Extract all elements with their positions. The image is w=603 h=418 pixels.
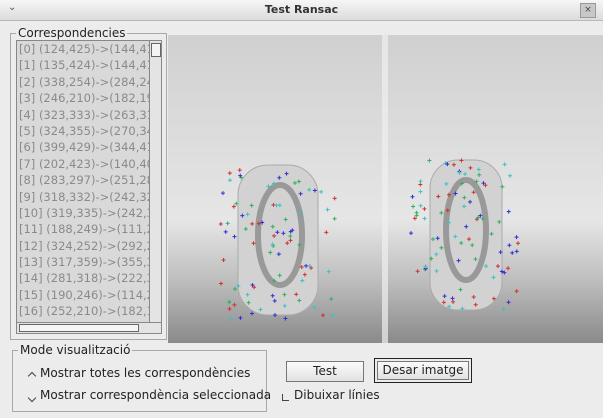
list-item[interactable]: [4] (323,333)->(263,31 xyxy=(17,107,149,123)
list-item[interactable]: [2] (338,254)->(284,24 xyxy=(17,74,149,90)
list-item[interactable]: [5] (324,355)->(270,34 xyxy=(17,123,149,139)
list-item[interactable]: [10] (319,335)->(242,3 xyxy=(17,205,149,221)
scroll-thumb[interactable] xyxy=(151,43,161,57)
group-label: Correspondencies xyxy=(16,26,127,40)
group-label: Mode visualització xyxy=(18,343,132,357)
list-item[interactable]: [8] (283,297)->(251,28 xyxy=(17,172,149,188)
list-item[interactable]: [7] (202,423)->(140,40 xyxy=(17,156,149,172)
list-item[interactable]: [15] (190,246)->(114,2 xyxy=(17,287,149,303)
horizontal-scrollbar[interactable] xyxy=(16,322,162,334)
image-view xyxy=(168,35,603,343)
save-button[interactable]: Desar imatge xyxy=(377,361,469,380)
mode-group xyxy=(12,350,267,412)
list-item[interactable]: [0] (124,425)->(144,41 xyxy=(17,41,149,57)
list-item[interactable]: [11] (188,249)->(111,2 xyxy=(17,221,149,237)
list-item[interactable]: [6] (399,429)->(344,41 xyxy=(17,139,149,155)
vertical-scrollbar[interactable] xyxy=(149,40,162,323)
checkbox[interactable] xyxy=(282,394,289,401)
scroll-thumb[interactable] xyxy=(19,324,139,332)
list-item[interactable]: [12] (324,252)->(292,2 xyxy=(17,238,149,254)
list-item[interactable]: [9] (318,332)->(242,32 xyxy=(17,189,149,205)
correspondence-list[interactable]: [0] (124,425)->(144,41[1] (135,424)->(14… xyxy=(16,40,150,323)
radio-label[interactable]: Mostrar totes les correspondències xyxy=(40,366,250,380)
list-item[interactable]: [13] (317,359)->(355,3 xyxy=(17,254,149,270)
checkbox-label[interactable]: Dibuixar línies xyxy=(294,388,380,402)
radio-label[interactable]: Mostrar correspondència seleccionada xyxy=(40,388,271,402)
test-button[interactable]: Test xyxy=(286,361,364,382)
list-item[interactable]: [14] (281,318)->(222,3 xyxy=(17,270,149,286)
window-title: Test Ransac xyxy=(0,3,603,16)
list-item[interactable]: [3] (246,210)->(182,19 xyxy=(17,90,149,106)
close-button[interactable]: × xyxy=(580,3,596,18)
list-item[interactable]: [16] (252,210)->(182,1 xyxy=(17,303,149,319)
list-item[interactable]: [1] (135,424)->(144,41 xyxy=(17,57,149,73)
image-seam xyxy=(382,35,388,343)
window: ⌄ Test Ransac × Correspondencies [0] (12… xyxy=(0,0,603,418)
